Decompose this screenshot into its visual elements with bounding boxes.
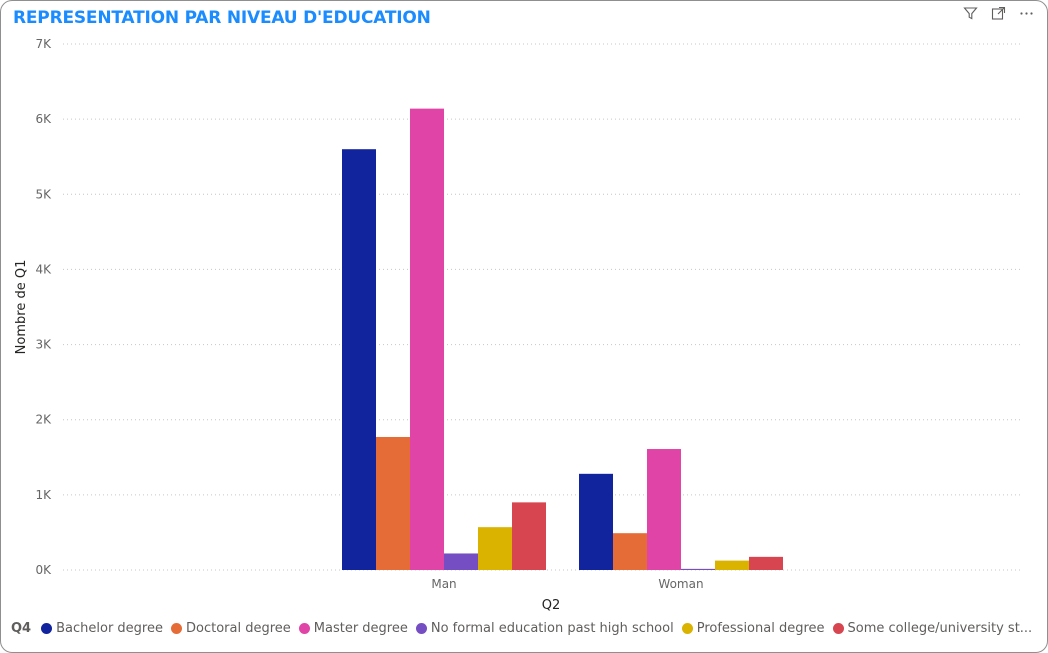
y-tick-label: 3K	[35, 338, 52, 352]
legend: Q4 Bachelor degree Doctoral degree Maste…	[11, 621, 1040, 636]
more-options-icon[interactable]	[1017, 4, 1035, 22]
bar	[342, 149, 376, 570]
bar-chart-plot: 0K 1K 2K 3K 4K 5K 6K 7K Man Woman Q2 Nombre de Q1	[14, 37, 1023, 613]
legend-label-some-college: Some college/university st...	[847, 621, 1033, 636]
y-tick-label: 5K	[35, 187, 52, 201]
legend-label-no-formal: No formal education past high school	[430, 621, 674, 636]
bar	[444, 553, 478, 570]
legend-marker-no-formal	[415, 623, 427, 634]
bar	[647, 449, 681, 570]
y-tick-label: 4K	[35, 262, 52, 276]
legend-marker-some-college	[832, 623, 844, 634]
legend-label-bachelor: Bachelor degree	[56, 621, 163, 636]
x-tick-label: Woman	[658, 577, 703, 591]
legend-title: Q4	[11, 621, 32, 636]
y-tick-label: 2K	[35, 413, 52, 427]
bar	[512, 502, 546, 570]
chart-title: REPRESENTATION PAR NIVEAU D'EDUCATION	[13, 8, 431, 28]
x-axis-title: Q2	[542, 598, 561, 613]
bar	[681, 568, 715, 570]
legend-label-professional: Professional degree	[696, 621, 825, 636]
bar	[478, 527, 512, 570]
legend-item-master[interactable]: Master degree	[298, 621, 408, 636]
legend-item-no-formal[interactable]: No formal education past high school	[415, 621, 674, 636]
legend-item-bachelor[interactable]: Bachelor degree	[41, 621, 163, 636]
legend-marker-bachelor	[41, 623, 53, 634]
bar	[715, 560, 749, 570]
legend-label-master: Master degree	[313, 621, 408, 636]
y-tick-label: 1K	[35, 488, 52, 502]
y-tick-label: 6K	[35, 112, 52, 126]
y-axis-title: Nombre de Q1	[14, 260, 29, 355]
focus-mode-icon[interactable]	[989, 4, 1007, 22]
legend-marker-doctoral	[170, 623, 182, 634]
y-tick-label: 7K	[35, 37, 52, 51]
legend-marker-professional	[681, 623, 693, 634]
legend-item-professional[interactable]: Professional degree	[681, 621, 825, 636]
legend-label-doctoral: Doctoral degree	[185, 621, 291, 636]
legend-item-some-college[interactable]: Some college/university st...	[832, 621, 1033, 636]
bar	[749, 556, 783, 570]
bar	[613, 533, 647, 570]
legend-marker-master	[298, 623, 310, 634]
legend-item-doctoral[interactable]: Doctoral degree	[170, 621, 291, 636]
filter-icon[interactable]	[961, 4, 979, 22]
bar	[579, 473, 613, 570]
x-tick-label: Man	[431, 577, 456, 591]
y-tick-label: 0K	[35, 563, 52, 577]
visual-header-toolbar	[961, 4, 1035, 22]
bar	[376, 436, 410, 570]
bar	[410, 108, 444, 570]
